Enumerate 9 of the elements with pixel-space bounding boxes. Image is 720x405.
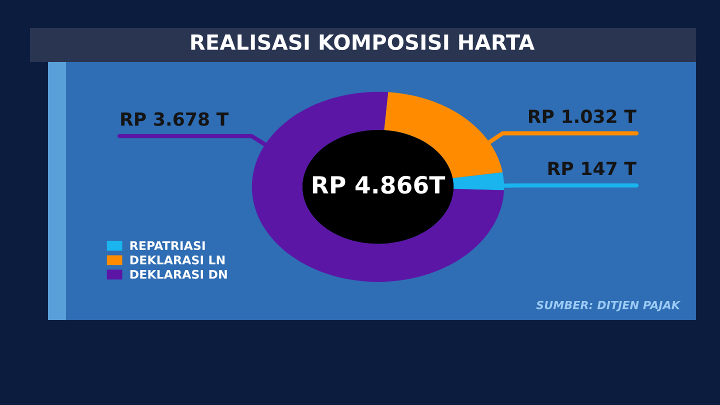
text: RP 4.866T [312,176,446,194]
data-label: RP 1.032 T [529,110,636,124]
legend-label: REPATRIASI [130,241,205,250]
legend-label: DEKLARASI LN [130,256,225,264]
legend-label: DEKLARASI DN [130,270,227,279]
chart-title: REALISASI KOMPOSISI HARTA [191,34,535,50]
data-label: RP 3.678 T [121,112,229,126]
data-label: RP 147 T [548,162,636,176]
text: SUMBER: DITJEN PAJAK [536,300,681,312]
